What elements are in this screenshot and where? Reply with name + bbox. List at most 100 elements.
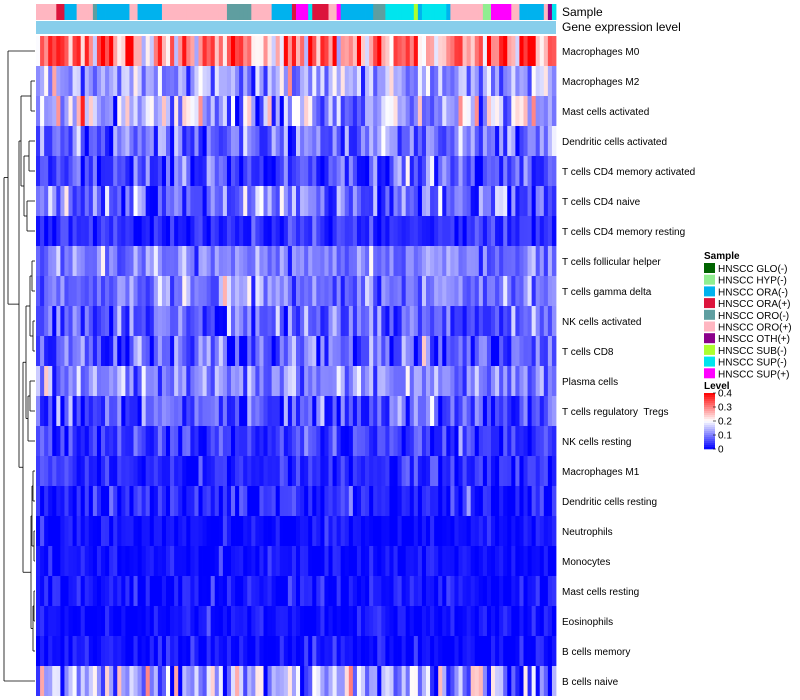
heatmap-cell-b-cells-naive xyxy=(344,666,350,696)
heatmap-cell-t-cells-cd8 xyxy=(377,336,382,366)
heatmap-cell-t-cells-cd4-memory-activated xyxy=(117,156,122,186)
heatmap-cell-t-cells-cd8 xyxy=(539,336,545,366)
heatmap-cell-t-cells-follicular-helper xyxy=(531,246,537,276)
sample-annotation-cell xyxy=(413,4,419,20)
heatmap-cell-t-cells-regulatory-tregs xyxy=(210,396,216,426)
heatmap-cell-neutrophils xyxy=(291,516,297,546)
heatmap-cell-t-cells-cd8 xyxy=(40,336,45,366)
heatmap-cell-monocytes xyxy=(377,546,382,576)
heatmap-cell-t-cells-regulatory-tregs xyxy=(426,396,431,426)
heatmap-cell-t-cells-cd4-memory-resting xyxy=(531,216,537,246)
heatmap-cell-mast-cells-resting xyxy=(76,576,82,606)
heatmap-cell-t-cells-cd4-memory-resting xyxy=(178,216,183,246)
heatmap-cell-mast-cells-activated xyxy=(141,96,147,126)
heatmap-cell-t-cells-cd4-memory-activated xyxy=(430,156,435,186)
heatmap-cell-t-cells-follicular-helper xyxy=(84,246,90,276)
heatmap-cell-b-cells-memory xyxy=(446,636,451,666)
heatmap-cell-dendritic-cells-resting xyxy=(543,486,549,516)
heatmap-cell-macrophages-m0 xyxy=(52,36,57,66)
heatmap-cell-t-cells-cd4-memory-activated xyxy=(96,156,102,186)
heatmap-cell-nk-cells-activated xyxy=(539,306,545,336)
heatmap-cell-monocytes xyxy=(413,546,419,576)
heatmap-cell-eosinophils xyxy=(519,606,524,636)
level-legend-gradient-step xyxy=(704,445,715,448)
heatmap-cell-t-cells-cd4-memory-activated xyxy=(393,156,398,186)
heatmap-cell-t-cells-gamma-delta xyxy=(214,276,220,306)
heatmap-cell-t-cells-gamma-delta xyxy=(328,276,333,306)
heatmap-cell-nk-cells-activated xyxy=(466,306,472,336)
sample-annotation-cell xyxy=(255,4,260,20)
heatmap-cell-macrophages-m1 xyxy=(385,456,390,486)
heatmap-cell-macrophages-m0 xyxy=(328,36,333,66)
heatmap-cell-b-cells-naive xyxy=(369,666,374,696)
heatmap-cell-b-cells-memory xyxy=(226,636,232,666)
heatmap-cell-t-cells-cd4-naive xyxy=(206,186,212,216)
heatmap-cell-mast-cells-resting xyxy=(259,576,264,606)
heatmap-cell-macrophages-m2 xyxy=(194,66,199,96)
heatmap-cell-t-cells-regulatory-tregs xyxy=(547,396,553,426)
heatmap-cell-macrophages-m0 xyxy=(263,36,268,66)
heatmap-cell-plasma-cells xyxy=(218,366,224,396)
heatmap-cell-mast-cells-activated xyxy=(291,96,297,126)
heatmap-cell-dendritic-cells-activated xyxy=(202,126,208,156)
sample-annotation-cell xyxy=(304,4,309,20)
heatmap-cell-neutrophils xyxy=(531,516,537,546)
heatmap-cell-nk-cells-resting xyxy=(275,426,281,456)
level-legend-gradient-step xyxy=(704,431,715,434)
heatmap-cell-macrophages-m0 xyxy=(283,36,289,66)
heatmap-cell-b-cells-memory xyxy=(527,636,533,666)
heatmap-cell-dendritic-cells-activated xyxy=(389,126,394,156)
heatmap-cell-t-cells-follicular-helper xyxy=(454,246,459,276)
heatmap-cell-t-cells-gamma-delta xyxy=(72,276,78,306)
heatmap-cell-mast-cells-activated xyxy=(48,96,53,126)
heatmap-cell-eosinophils xyxy=(527,606,533,636)
heatmap-cell-t-cells-follicular-helper xyxy=(166,246,171,276)
heatmap-cell-nk-cells-resting xyxy=(113,426,118,456)
heatmap-cell-mast-cells-activated xyxy=(40,96,45,126)
heatmap-cell-nk-cells-activated xyxy=(336,306,342,336)
heatmap-cell-dendritic-cells-activated xyxy=(413,126,419,156)
heatmap-cell-macrophages-m0 xyxy=(320,36,325,66)
heatmap-cell-t-cells-gamma-delta xyxy=(361,276,366,306)
heatmap-cell-t-cells-regulatory-tregs xyxy=(369,396,374,426)
heatmap-cell-dendritic-cells-activated xyxy=(267,126,273,156)
sample-legend-label-hnscc-oro: HNSCC ORO(-) xyxy=(718,311,789,322)
heatmap-cell-macrophages-m2 xyxy=(157,66,163,96)
heatmap-cell-t-cells-gamma-delta xyxy=(458,276,463,306)
heatmap-cell-dendritic-cells-activated xyxy=(247,126,252,156)
heatmap-cell-t-cells-gamma-delta xyxy=(486,276,492,306)
heatmap-cell-eosinophils xyxy=(117,606,122,636)
row-label-eosinophils: Eosinophils xyxy=(562,617,613,628)
heatmap-cell-nk-cells-resting xyxy=(133,426,138,456)
heatmap-cell-t-cells-cd8 xyxy=(235,336,240,366)
heatmap-cell-plasma-cells xyxy=(478,366,484,396)
heatmap-cell-t-cells-cd4-memory-activated xyxy=(182,156,187,186)
heatmap-cell-mast-cells-activated xyxy=(421,96,427,126)
heatmap-cell-macrophages-m2 xyxy=(174,66,179,96)
heatmap-cell-nk-cells-resting xyxy=(393,426,398,456)
heatmap-cell-nk-cells-resting xyxy=(430,426,435,456)
heatmap-cell-t-cells-cd4-naive xyxy=(72,186,78,216)
heatmap-cell-mast-cells-activated xyxy=(182,96,187,126)
heatmap-cell-t-cells-follicular-helper xyxy=(174,246,179,276)
heatmap-cell-t-cells-follicular-helper xyxy=(113,246,118,276)
heatmap-cell-t-cells-cd4-memory-resting xyxy=(214,216,220,246)
heatmap-cell-eosinophils xyxy=(352,606,358,636)
heatmap-cell-nk-cells-resting xyxy=(161,426,167,456)
heatmap-cell-b-cells-memory xyxy=(348,636,354,666)
heatmap-cell-t-cells-cd4-naive xyxy=(324,186,329,216)
heatmap-cell-t-cells-cd4-naive xyxy=(157,186,163,216)
heatmap-cell-t-cells-cd4-memory-resting xyxy=(312,216,317,246)
heatmap-cell-nk-cells-resting xyxy=(470,426,476,456)
heatmap-cell-macrophages-m0 xyxy=(405,36,411,66)
heatmap-cell-t-cells-regulatory-tregs xyxy=(438,396,443,426)
heatmap-cell-macrophages-m0 xyxy=(48,36,53,66)
heatmap-cell-t-cells-cd4-memory-activated xyxy=(60,156,65,186)
heatmap-cell-t-cells-cd4-naive xyxy=(133,186,138,216)
heatmap-cell-eosinophils xyxy=(543,606,549,636)
heatmap-cell-t-cells-regulatory-tregs xyxy=(44,396,49,426)
heatmap-cell-neutrophils xyxy=(279,516,285,546)
heatmap-cell-nk-cells-resting xyxy=(507,426,512,456)
heatmap-cell-macrophages-m2 xyxy=(426,66,431,96)
heatmap-cell-neutrophils xyxy=(377,516,382,546)
